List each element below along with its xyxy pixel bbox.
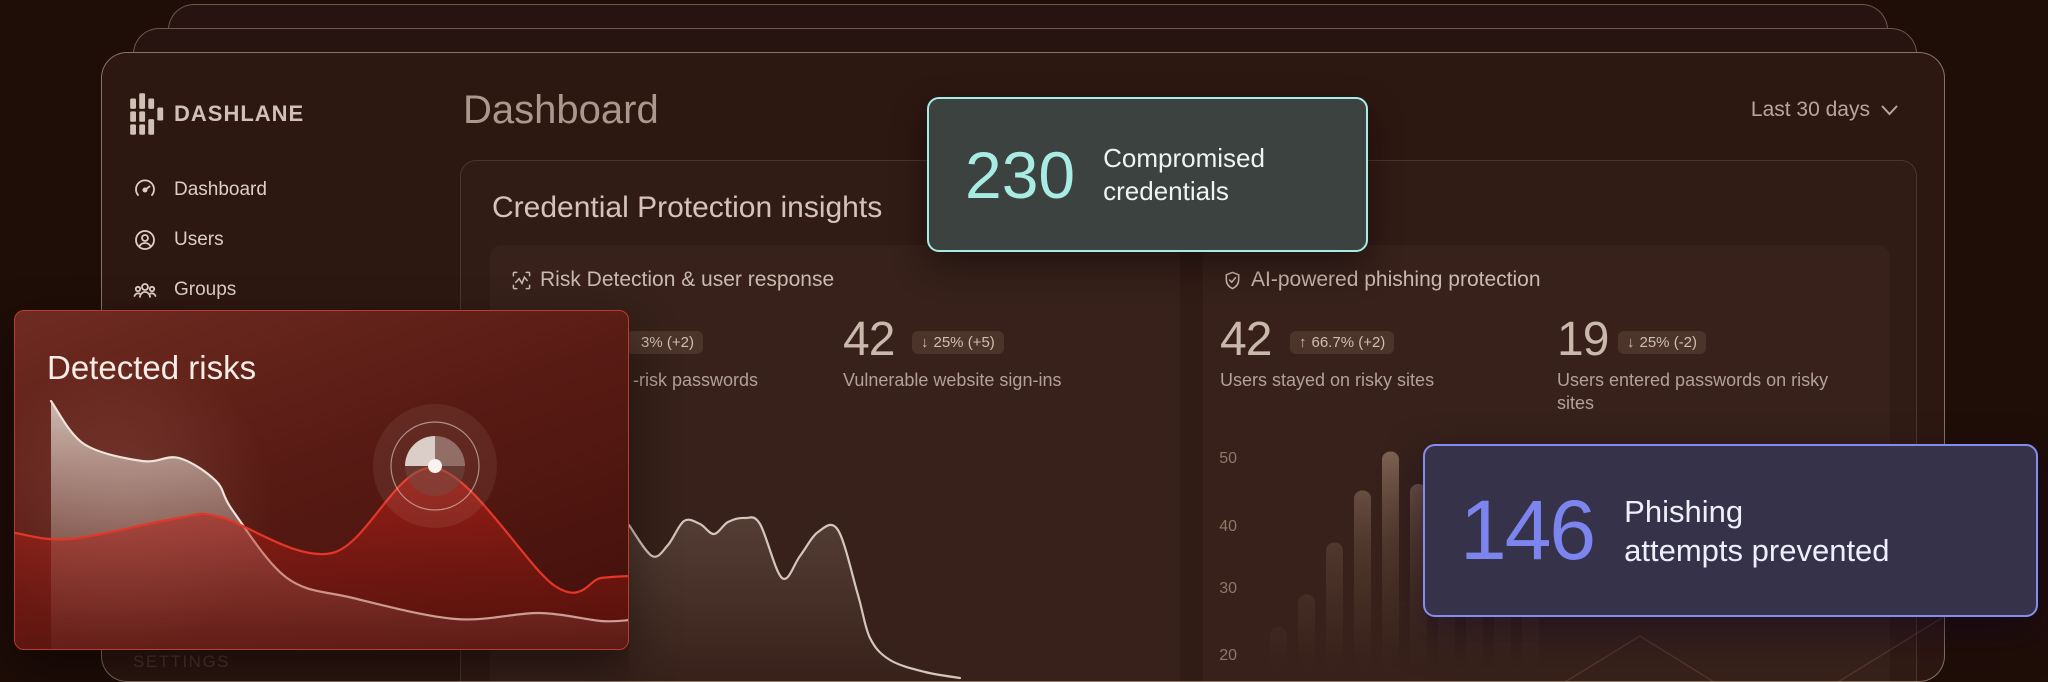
stayed-risky-sites-badge: ↑ 66.7% (+2)	[1290, 331, 1395, 354]
ai-phishing-heading: AI-powered phishing protection	[1223, 268, 1541, 292]
risky-passwords-badge: 3% (+2)	[627, 331, 703, 354]
vulnerable-signins-badge: ↓ 25% (+5)	[912, 331, 1004, 354]
risk-detection-heading: Risk Detection & user response	[512, 268, 834, 292]
sidebar-item-label: Groups	[174, 279, 237, 300]
dashlane-logo-icon	[130, 93, 164, 135]
sidebar-item-groups[interactable]: Groups	[133, 278, 236, 302]
vulnerable-signins-value: 42	[843, 313, 895, 366]
user-icon	[135, 230, 155, 250]
entered-passwords-value: 19	[1557, 313, 1609, 366]
sidebar-item-dashboard[interactable]: Dashboard	[133, 178, 267, 202]
risky-passwords-label: -risk passwords	[633, 370, 759, 390]
phishing-prevented-label: Phishing attempts prevented	[1624, 493, 1890, 568]
compromised-credentials-card: 230 Compromised credentials	[927, 97, 1368, 252]
sidebar-item-settings-partial[interactable]: Settings	[133, 652, 231, 671]
risk-detection-icon	[512, 271, 531, 289]
ai-phishing-title: AI-powered phishing protection	[1251, 268, 1541, 291]
page-title: Dashboard	[463, 88, 659, 132]
trend-down-arrow-icon: ↓	[921, 334, 929, 351]
vulnerable-signins-label: Vulnerable website sign-ins	[843, 370, 1062, 390]
trend-up-arrow-icon: ↑	[1299, 334, 1307, 351]
gauge-icon	[135, 179, 155, 196]
risk-detection-title: Risk Detection & user response	[540, 268, 835, 291]
entered-passwords-badge: ↓ 25% (-2)	[1618, 331, 1707, 354]
sidebar-item-users[interactable]: Users	[133, 228, 224, 252]
entered-passwords-label: Users entered passwords on risky sites	[1557, 370, 1829, 413]
phishing-prevented-card: 146 Phishing attempts prevented	[1423, 444, 2038, 617]
compromised-credentials-label: Compromised credentials	[1103, 142, 1265, 206]
dashlane-logo[interactable]: DASHLANE	[130, 92, 304, 136]
ai-shield-icon	[1225, 271, 1240, 289]
compromised-credentials-value: 230	[965, 137, 1076, 212]
logo-wordmark: DASHLANE	[174, 101, 305, 126]
trend-down-arrow-icon: ↓	[1627, 334, 1635, 351]
phishing-prevented-value: 146	[1460, 483, 1596, 577]
date-range-filter[interactable]: Last 30 days	[1751, 98, 1898, 122]
detected-risks-card: Detected risks	[14, 310, 629, 650]
detected-risks-title: Detected risks	[47, 349, 257, 386]
stayed-risky-sites-label: Users stayed on risky sites	[1220, 370, 1435, 390]
stayed-risky-sites-value: 42	[1220, 313, 1272, 366]
users-group-icon	[133, 283, 157, 298]
credential-protection-title: Credential Protection insights	[492, 191, 883, 224]
date-range-label: Last 30 days	[1750, 98, 1870, 121]
sidebar-item-label: Users	[174, 229, 224, 250]
sidebar-item-label: Dashboard	[174, 179, 267, 200]
detected-risks-chart	[15, 399, 628, 649]
chevron-down-icon	[1881, 105, 1898, 115]
